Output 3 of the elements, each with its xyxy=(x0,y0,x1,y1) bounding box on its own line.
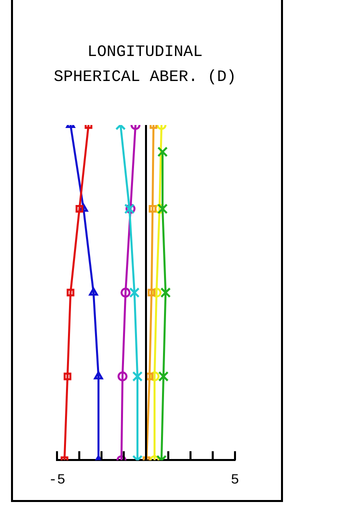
chart-title: LONGITUDINAL SPHERICAL ABER. (D) xyxy=(52,42,238,88)
x-tick-label: -5 xyxy=(48,472,66,488)
x-tick-label: 5 xyxy=(230,472,240,488)
